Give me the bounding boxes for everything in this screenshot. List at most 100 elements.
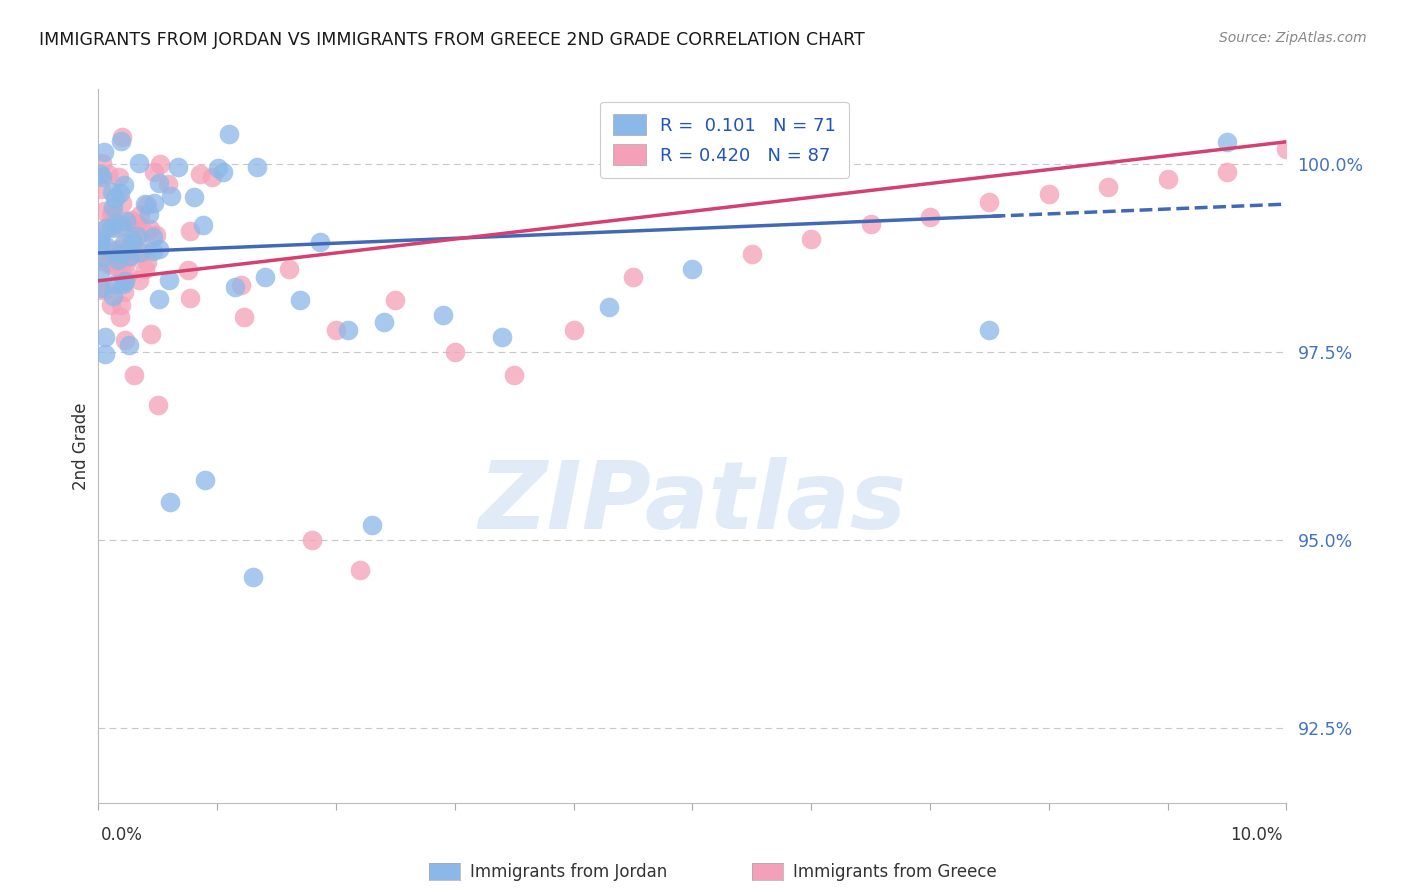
Point (89, 280, 111, 294)
Point (148, 242, 170, 256)
Point (135, 197, 157, 211)
Point (111, 129, 134, 144)
Text: 0.0%: 0.0% (101, 826, 143, 844)
Point (100, 298, 122, 312)
Point (112, 277, 135, 291)
Point (681, 262, 703, 277)
Point (90, 182, 112, 196)
Point (127, 228, 149, 243)
Point (741, 247, 763, 261)
Point (191, 218, 214, 232)
Point (309, 235, 332, 249)
Point (103, 289, 125, 303)
Point (115, 268, 138, 282)
Point (91, 156, 114, 170)
Point (179, 291, 201, 305)
Point (159, 495, 181, 509)
Y-axis label: 2nd Grade: 2nd Grade (72, 402, 90, 490)
Point (114, 333, 136, 347)
Point (100, 221, 122, 235)
Point (800, 232, 823, 246)
Point (114, 236, 136, 251)
Point (125, 216, 148, 230)
Point (253, 270, 276, 285)
Text: Immigrants from Jordan: Immigrants from Jordan (470, 863, 666, 881)
Point (110, 241, 132, 255)
Point (148, 177, 170, 191)
Point (920, 210, 942, 224)
Text: IMMIGRANTS FROM JORDAN VS IMMIGRANTS FROM GREECE 2ND GRADE CORRELATION CHART: IMMIGRANTS FROM JORDAN VS IMMIGRANTS FRO… (39, 31, 865, 49)
Point (104, 191, 127, 205)
Point (112, 285, 135, 299)
Point (108, 186, 131, 201)
Point (1275, 142, 1298, 156)
Point (360, 517, 382, 532)
Point (90, 235, 112, 249)
Text: Immigrants from Greece: Immigrants from Greece (793, 863, 997, 881)
Point (93, 251, 115, 265)
Point (301, 533, 323, 547)
Point (207, 161, 229, 176)
Point (97, 167, 120, 181)
Point (93, 145, 115, 159)
Point (89, 232, 111, 246)
Point (98, 258, 121, 272)
Point (104, 254, 127, 268)
Point (503, 368, 526, 382)
Text: Source: ZipAtlas.com: Source: ZipAtlas.com (1219, 31, 1367, 45)
Point (120, 249, 142, 263)
Point (104, 277, 127, 291)
Point (277, 262, 299, 277)
Point (188, 167, 211, 181)
Point (101, 201, 124, 215)
Point (143, 195, 166, 210)
Point (89, 238, 111, 252)
Point (134, 196, 156, 211)
Point (1216, 135, 1239, 149)
Point (1216, 165, 1239, 179)
Point (89, 167, 111, 181)
Point (108, 247, 131, 261)
Point (89, 234, 111, 248)
Point (94, 330, 117, 344)
Point (96, 219, 118, 234)
Point (110, 218, 132, 232)
Point (1038, 187, 1060, 202)
Point (349, 563, 371, 577)
Point (859, 218, 882, 232)
Point (224, 280, 246, 294)
Point (122, 368, 145, 382)
Point (201, 169, 224, 184)
Point (156, 177, 179, 191)
Point (444, 345, 467, 359)
Point (108, 220, 131, 235)
Point (91, 169, 114, 184)
Point (101, 186, 124, 200)
Point (107, 252, 129, 267)
Point (96, 240, 118, 254)
Point (145, 227, 167, 242)
Point (979, 322, 1001, 336)
Point (128, 155, 150, 169)
Point (141, 326, 163, 341)
Point (93, 204, 115, 219)
Point (146, 398, 169, 412)
Point (115, 249, 138, 263)
Point (121, 233, 143, 247)
Point (129, 208, 152, 222)
Point (118, 250, 141, 264)
Point (139, 221, 162, 235)
Point (157, 273, 180, 287)
Point (132, 225, 155, 239)
Point (93, 346, 115, 360)
Point (108, 310, 131, 325)
Point (100, 207, 122, 221)
Point (598, 300, 620, 314)
Point (105, 259, 128, 273)
Point (212, 165, 235, 179)
Point (94, 221, 117, 235)
Point (89, 253, 111, 268)
Point (143, 165, 166, 179)
Point (122, 235, 145, 249)
Point (373, 315, 395, 329)
